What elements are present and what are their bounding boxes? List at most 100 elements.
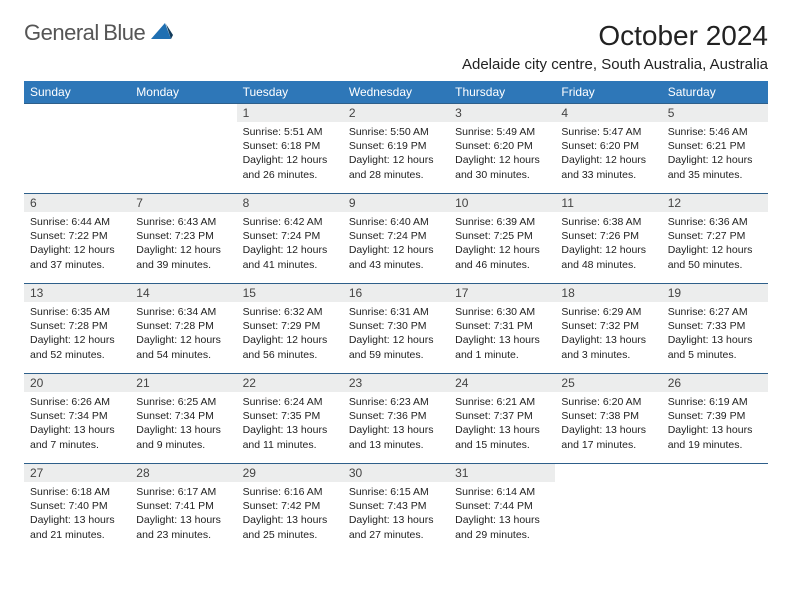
detail-d2: and 21 minutes. bbox=[30, 528, 124, 542]
detail-sunrise: Sunrise: 5:49 AM bbox=[455, 125, 549, 139]
calendar-cell: 16Sunrise: 6:31 AMSunset: 7:30 PMDayligh… bbox=[343, 284, 449, 374]
detail-d1: Daylight: 13 hours bbox=[668, 333, 762, 347]
detail-d2: and 54 minutes. bbox=[136, 348, 230, 362]
day-details: Sunrise: 6:16 AMSunset: 7:42 PMDaylight:… bbox=[237, 482, 343, 546]
calendar-cell: 31Sunrise: 6:14 AMSunset: 7:44 PMDayligh… bbox=[449, 464, 555, 554]
detail-sunrise: Sunrise: 6:29 AM bbox=[561, 305, 655, 319]
detail-d2: and 43 minutes. bbox=[349, 258, 443, 272]
detail-sunset: Sunset: 7:40 PM bbox=[30, 499, 124, 513]
detail-d2: and 48 minutes. bbox=[561, 258, 655, 272]
day-number: 27 bbox=[24, 464, 130, 482]
detail-d1: Daylight: 12 hours bbox=[136, 333, 230, 347]
detail-sunset: Sunset: 7:26 PM bbox=[561, 229, 655, 243]
calendar-cell: 28Sunrise: 6:17 AMSunset: 7:41 PMDayligh… bbox=[130, 464, 236, 554]
day-details: Sunrise: 5:47 AMSunset: 6:20 PMDaylight:… bbox=[555, 122, 661, 186]
detail-d1: Daylight: 13 hours bbox=[455, 423, 549, 437]
day-details: Sunrise: 6:19 AMSunset: 7:39 PMDaylight:… bbox=[662, 392, 768, 456]
detail-d1: Daylight: 13 hours bbox=[30, 423, 124, 437]
detail-d2: and 9 minutes. bbox=[136, 438, 230, 452]
day-details: Sunrise: 6:43 AMSunset: 7:23 PMDaylight:… bbox=[130, 212, 236, 276]
detail-sunrise: Sunrise: 6:36 AM bbox=[668, 215, 762, 229]
detail-d2: and 19 minutes. bbox=[668, 438, 762, 452]
detail-d2: and 35 minutes. bbox=[668, 168, 762, 182]
detail-sunset: Sunset: 7:41 PM bbox=[136, 499, 230, 513]
detail-sunset: Sunset: 7:30 PM bbox=[349, 319, 443, 333]
detail-d1: Daylight: 12 hours bbox=[561, 243, 655, 257]
day-number: 4 bbox=[555, 104, 661, 122]
detail-sunset: Sunset: 7:28 PM bbox=[136, 319, 230, 333]
day-details: Sunrise: 6:35 AMSunset: 7:28 PMDaylight:… bbox=[24, 302, 130, 366]
detail-sunrise: Sunrise: 6:31 AM bbox=[349, 305, 443, 319]
day-number: 26 bbox=[662, 374, 768, 392]
detail-d1: Daylight: 13 hours bbox=[349, 513, 443, 527]
detail-d2: and 5 minutes. bbox=[668, 348, 762, 362]
day-header: Friday bbox=[555, 81, 661, 104]
detail-d2: and 23 minutes. bbox=[136, 528, 230, 542]
calendar-cell: 5Sunrise: 5:46 AMSunset: 6:21 PMDaylight… bbox=[662, 104, 768, 194]
detail-sunrise: Sunrise: 6:26 AM bbox=[30, 395, 124, 409]
day-number: 31 bbox=[449, 464, 555, 482]
day-details: Sunrise: 6:39 AMSunset: 7:25 PMDaylight:… bbox=[449, 212, 555, 276]
calendar-cell: 15Sunrise: 6:32 AMSunset: 7:29 PMDayligh… bbox=[237, 284, 343, 374]
day-number: 11 bbox=[555, 194, 661, 212]
day-number: 14 bbox=[130, 284, 236, 302]
detail-sunrise: Sunrise: 6:43 AM bbox=[136, 215, 230, 229]
day-details: Sunrise: 6:21 AMSunset: 7:37 PMDaylight:… bbox=[449, 392, 555, 456]
detail-sunrise: Sunrise: 6:34 AM bbox=[136, 305, 230, 319]
day-number: 17 bbox=[449, 284, 555, 302]
day-header: Wednesday bbox=[343, 81, 449, 104]
day-number: 22 bbox=[237, 374, 343, 392]
detail-sunset: Sunset: 7:32 PM bbox=[561, 319, 655, 333]
detail-sunset: Sunset: 6:20 PM bbox=[455, 139, 549, 153]
day-number: 25 bbox=[555, 374, 661, 392]
detail-sunrise: Sunrise: 6:39 AM bbox=[455, 215, 549, 229]
detail-sunrise: Sunrise: 6:21 AM bbox=[455, 395, 549, 409]
detail-sunset: Sunset: 7:24 PM bbox=[243, 229, 337, 243]
detail-d2: and 1 minute. bbox=[455, 348, 549, 362]
header: General Blue October 2024 Adelaide city … bbox=[24, 20, 768, 73]
day-details: Sunrise: 6:38 AMSunset: 7:26 PMDaylight:… bbox=[555, 212, 661, 276]
detail-sunset: Sunset: 7:33 PM bbox=[668, 319, 762, 333]
detail-sunrise: Sunrise: 6:38 AM bbox=[561, 215, 655, 229]
calendar-cell: 1Sunrise: 5:51 AMSunset: 6:18 PMDaylight… bbox=[237, 104, 343, 194]
detail-d1: Daylight: 12 hours bbox=[136, 243, 230, 257]
day-header: Thursday bbox=[449, 81, 555, 104]
detail-sunset: Sunset: 6:18 PM bbox=[243, 139, 337, 153]
detail-d2: and 17 minutes. bbox=[561, 438, 655, 452]
detail-d2: and 7 minutes. bbox=[30, 438, 124, 452]
day-details: Sunrise: 6:14 AMSunset: 7:44 PMDaylight:… bbox=[449, 482, 555, 546]
calendar-cell: 29Sunrise: 6:16 AMSunset: 7:42 PMDayligh… bbox=[237, 464, 343, 554]
detail-d2: and 27 minutes. bbox=[349, 528, 443, 542]
detail-sunrise: Sunrise: 6:17 AM bbox=[136, 485, 230, 499]
detail-sunset: Sunset: 7:25 PM bbox=[455, 229, 549, 243]
detail-sunrise: Sunrise: 6:23 AM bbox=[349, 395, 443, 409]
detail-sunrise: Sunrise: 5:47 AM bbox=[561, 125, 655, 139]
calendar-cell: 30Sunrise: 6:15 AMSunset: 7:43 PMDayligh… bbox=[343, 464, 449, 554]
calendar-cell: 7Sunrise: 6:43 AMSunset: 7:23 PMDaylight… bbox=[130, 194, 236, 284]
detail-sunset: Sunset: 7:29 PM bbox=[243, 319, 337, 333]
day-details: Sunrise: 6:32 AMSunset: 7:29 PMDaylight:… bbox=[237, 302, 343, 366]
title-area: October 2024 Adelaide city centre, South… bbox=[462, 20, 768, 73]
detail-d1: Daylight: 13 hours bbox=[243, 423, 337, 437]
detail-sunset: Sunset: 7:34 PM bbox=[136, 409, 230, 423]
detail-sunrise: Sunrise: 6:27 AM bbox=[668, 305, 762, 319]
calendar-cell bbox=[130, 104, 236, 194]
day-header: Monday bbox=[130, 81, 236, 104]
calendar-cell: 2Sunrise: 5:50 AMSunset: 6:19 PMDaylight… bbox=[343, 104, 449, 194]
day-number: 13 bbox=[24, 284, 130, 302]
day-number: 7 bbox=[130, 194, 236, 212]
detail-sunset: Sunset: 6:20 PM bbox=[561, 139, 655, 153]
detail-d1: Daylight: 12 hours bbox=[668, 243, 762, 257]
detail-d2: and 59 minutes. bbox=[349, 348, 443, 362]
detail-d1: Daylight: 13 hours bbox=[136, 423, 230, 437]
calendar-cell: 9Sunrise: 6:40 AMSunset: 7:24 PMDaylight… bbox=[343, 194, 449, 284]
detail-sunrise: Sunrise: 6:44 AM bbox=[30, 215, 124, 229]
day-number: 21 bbox=[130, 374, 236, 392]
detail-sunset: Sunset: 7:31 PM bbox=[455, 319, 549, 333]
detail-sunset: Sunset: 7:44 PM bbox=[455, 499, 549, 513]
detail-sunset: Sunset: 7:38 PM bbox=[561, 409, 655, 423]
day-number: 18 bbox=[555, 284, 661, 302]
detail-d1: Daylight: 12 hours bbox=[455, 153, 549, 167]
detail-sunset: Sunset: 6:21 PM bbox=[668, 139, 762, 153]
brand-text-2: Blue bbox=[103, 20, 145, 45]
